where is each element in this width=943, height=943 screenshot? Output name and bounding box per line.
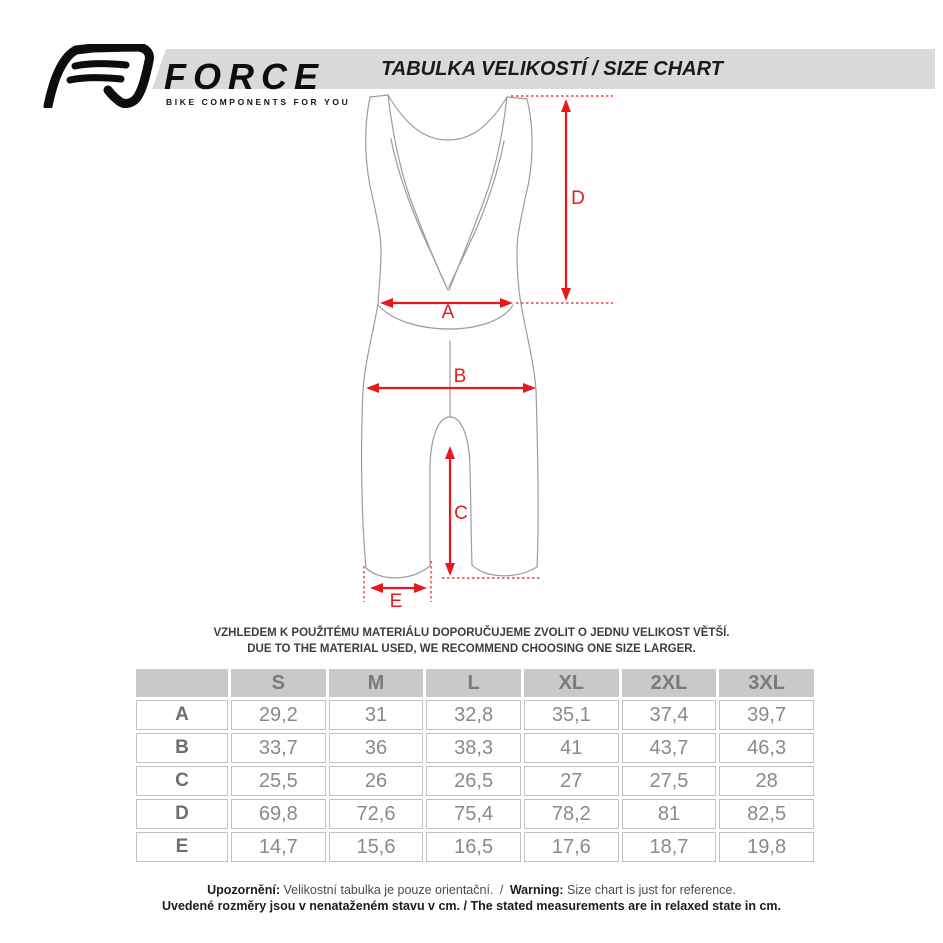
measure-arrow-d: D [511, 95, 613, 301]
table-row-c: C 25,5 26 26,5 27 27,5 28 [136, 766, 814, 796]
material-notice: VZHLEDEM K POUŽITÉMU MATERIÁLU DOPORUČUJ… [0, 625, 943, 657]
separator-slash: / [499, 883, 504, 897]
size-table-header-row: S M L XL 2XL 3XL [136, 669, 814, 697]
size-table-corner-cell [136, 669, 228, 697]
header-bar [152, 49, 935, 89]
warning-label-cs: Upozornění: [207, 883, 281, 897]
value-cell: 27,5 [621, 766, 717, 796]
footer-line-1: Upozornění: Velikostní tabulka je pouze … [0, 882, 943, 898]
measure-arrow-a: A [380, 298, 613, 323]
page-title: TABULKA VELIKOSTÍ / SIZE CHART [381, 58, 723, 80]
size-col-header-2xl: 2XL [621, 669, 717, 697]
table-row-b: B 33,7 36 38,3 41 43,7 46,3 [136, 733, 814, 763]
value-cell: 72,6 [328, 799, 424, 829]
force-logo-icon [43, 44, 154, 108]
value-cell: 17,6 [523, 832, 619, 862]
row-label-b: B [136, 733, 228, 763]
value-cell: 31 [328, 700, 424, 730]
value-cell: 36 [328, 733, 424, 763]
value-cell: 26 [328, 766, 424, 796]
material-notice-en: DUE TO THE MATERIAL USED, WE RECOMMEND C… [247, 643, 696, 655]
size-col-header-3xl: 3XL [719, 669, 814, 697]
measure-label-b: B [454, 366, 467, 387]
measure-label-c: C [454, 503, 468, 524]
value-cell: 32,8 [426, 700, 521, 730]
value-cell: 14,7 [231, 832, 326, 862]
row-label-a: A [136, 700, 228, 730]
brand-tagline: BIKE COMPONENTS FOR YOU [166, 97, 351, 107]
value-cell: 28 [719, 766, 814, 796]
table-row-d: D 69,8 72,6 75,4 78,2 81 82,5 [136, 799, 814, 829]
bib-shorts-diagram: A B C D [360, 94, 613, 612]
warning-label-en: Warning: [509, 883, 564, 897]
value-cell: 82,5 [719, 799, 814, 829]
value-cell: 25,5 [231, 766, 326, 796]
value-cell: 78,2 [523, 799, 619, 829]
footer-line-2: Uvedené rozměry jsou v nenataženém stavu… [161, 899, 781, 913]
value-cell: 33,7 [231, 733, 326, 763]
table-row-a: A 29,2 31 32,8 35,1 37,4 39,7 [136, 700, 814, 730]
value-cell: 41 [523, 733, 619, 763]
material-notice-cs: VZHLEDEM K POUŽITÉMU MATERIÁLU DOPORUČUJ… [213, 627, 730, 639]
value-cell: 39,7 [719, 700, 814, 730]
row-label-c: C [136, 766, 228, 796]
size-col-header-xl: XL [523, 669, 619, 697]
value-cell: 26,5 [426, 766, 521, 796]
measure-arrow-b: B [366, 366, 536, 393]
measure-label-d: D [571, 188, 585, 209]
size-col-header-s: S [231, 669, 326, 697]
size-table: S M L XL 2XL 3XL A 29,2 31 32,8 35,1 37,… [133, 666, 817, 865]
value-cell: 75,4 [426, 799, 521, 829]
value-cell: 35,1 [523, 700, 619, 730]
size-col-header-l: L [426, 669, 521, 697]
row-label-d: D [136, 799, 228, 829]
measure-label-e: E [390, 591, 403, 612]
value-cell: 19,8 [719, 832, 814, 862]
value-cell: 16,5 [426, 832, 521, 862]
row-label-e: E [136, 832, 228, 862]
value-cell: 15,6 [328, 832, 424, 862]
size-col-header-m: M [328, 669, 424, 697]
table-row-e: E 14,7 15,6 16,5 17,6 18,7 19,8 [136, 832, 814, 862]
value-cell: 43,7 [621, 733, 717, 763]
value-cell: 81 [621, 799, 717, 829]
value-cell: 38,3 [426, 733, 521, 763]
warning-text-cs: Velikostní tabulka je pouze orientační. [283, 883, 494, 897]
value-cell: 27 [523, 766, 619, 796]
value-cell: 29,2 [231, 700, 326, 730]
measure-arrow-c: C [442, 446, 542, 579]
brand-name: FORCE [164, 56, 325, 97]
footer-warning: Upozornění: Velikostní tabulka je pouze … [0, 882, 943, 914]
measure-arrow-e: E [363, 561, 432, 612]
value-cell: 69,8 [231, 799, 326, 829]
value-cell: 46,3 [719, 733, 814, 763]
garment-outline [360, 94, 539, 579]
value-cell: 18,7 [621, 832, 717, 862]
warning-text-en: Size chart is just for reference. [567, 883, 736, 897]
measure-label-a: A [442, 302, 455, 323]
value-cell: 37,4 [621, 700, 717, 730]
